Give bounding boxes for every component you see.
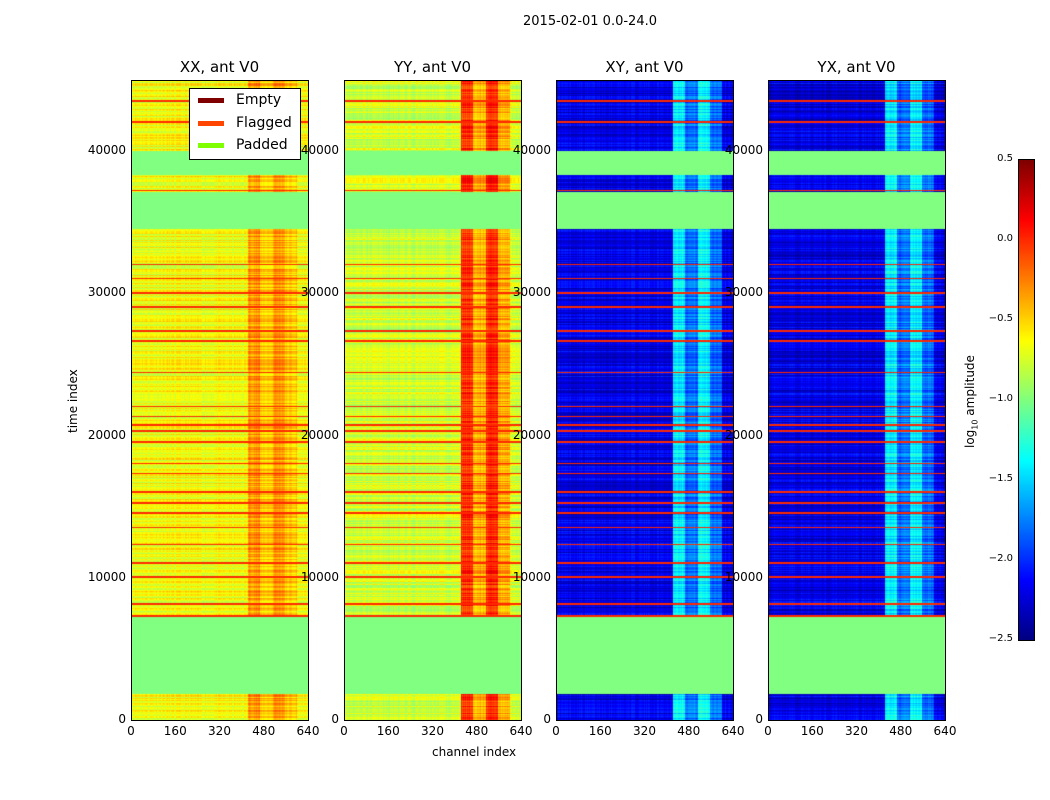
y-tick-label: 10000 bbox=[724, 569, 763, 584]
y-tick-label: 10000 bbox=[87, 569, 126, 584]
legend-swatch bbox=[198, 97, 224, 103]
y-tick-label: 40000 bbox=[300, 143, 339, 158]
panel-title: YX, ant V0 bbox=[817, 58, 896, 76]
y-tick-label: 30000 bbox=[87, 285, 126, 300]
x-tick-label: 0 bbox=[764, 724, 772, 738]
panel-title: XY, ant V0 bbox=[605, 58, 684, 76]
legend-swatch bbox=[198, 142, 224, 148]
x-tick-label: 640 bbox=[296, 724, 320, 738]
colorbar-label-rest: amplitude bbox=[963, 355, 977, 420]
x-tick-label: 480 bbox=[465, 724, 489, 738]
colorbar-label-main: log bbox=[963, 429, 977, 448]
panel-frame bbox=[768, 80, 946, 721]
colorbar-tick-label: −1.5 bbox=[988, 473, 1013, 484]
y-tick-label: 40000 bbox=[87, 143, 126, 158]
y-tick-label: 0 bbox=[755, 712, 763, 726]
colorbar-tick-label: 0.0 bbox=[997, 233, 1013, 244]
colorbar-label: log10 amplitude bbox=[963, 355, 979, 448]
x-tick-label: 480 bbox=[677, 724, 701, 738]
y-tick-label: 20000 bbox=[300, 427, 339, 442]
y-tick-label: 0 bbox=[118, 712, 126, 726]
x-axis-label: channel index bbox=[432, 745, 517, 759]
y-tick-label: 30000 bbox=[512, 285, 551, 300]
y-tick-label: 20000 bbox=[724, 427, 763, 442]
x-tick-label: 160 bbox=[376, 724, 400, 738]
colorbar-tick-label: −0.5 bbox=[988, 313, 1013, 324]
y-tick-label: 0 bbox=[543, 712, 551, 726]
y-tick-label: 30000 bbox=[724, 285, 763, 300]
legend-label: Flagged bbox=[236, 115, 292, 131]
legend-label: Padded bbox=[236, 137, 288, 153]
colorbar-frame bbox=[1018, 159, 1035, 641]
colorbar-tick-label: −2.0 bbox=[988, 553, 1013, 564]
panel-title: XX, ant V0 bbox=[179, 58, 260, 76]
x-tick-label: 640 bbox=[509, 724, 533, 738]
x-tick-label: 640 bbox=[721, 724, 745, 738]
x-tick-label: 160 bbox=[588, 724, 612, 738]
x-tick-label: 480 bbox=[889, 724, 913, 738]
x-tick-label: 320 bbox=[421, 724, 444, 738]
legend-item-padded: Padded bbox=[198, 137, 288, 153]
heatmap-0 bbox=[131, 80, 308, 720]
panel-frame bbox=[344, 80, 522, 721]
x-tick-label: 320 bbox=[208, 724, 231, 738]
panel-frame bbox=[556, 80, 734, 721]
legend-item-flagged: Flagged bbox=[198, 115, 292, 131]
x-tick-label: 160 bbox=[800, 724, 824, 738]
figure-title: 2015-02-01 0.0-24.0 bbox=[523, 14, 657, 29]
heatmap-1 bbox=[344, 80, 521, 720]
x-tick-label: 320 bbox=[845, 724, 868, 738]
y-tick-label: 30000 bbox=[300, 285, 339, 300]
y-tick-label: 20000 bbox=[512, 427, 551, 442]
legend-item-empty: Empty bbox=[198, 92, 281, 108]
y-tick-label: 10000 bbox=[512, 569, 551, 584]
panel-frame bbox=[131, 80, 309, 721]
y-tick-label: 40000 bbox=[512, 143, 551, 158]
colorbar-label-sub: 10 bbox=[970, 419, 980, 430]
panel-title: YY, ant V0 bbox=[393, 58, 471, 76]
heatmap-2 bbox=[556, 80, 733, 720]
colorbar-tick-label: −2.5 bbox=[988, 633, 1013, 644]
heatmap-3 bbox=[768, 80, 945, 720]
y-tick-label: 0 bbox=[331, 712, 339, 726]
legend-label: Empty bbox=[236, 92, 282, 108]
y-tick-label: 40000 bbox=[724, 143, 763, 158]
x-tick-label: 640 bbox=[933, 724, 957, 738]
y-tick-label: 20000 bbox=[87, 427, 126, 442]
colorbar-tick-label: 0.5 bbox=[997, 153, 1013, 164]
x-tick-label: 0 bbox=[127, 724, 135, 738]
legend-swatch bbox=[198, 120, 224, 126]
colorbar-tick-label: −1.0 bbox=[988, 393, 1013, 404]
x-tick-label: 480 bbox=[252, 724, 276, 738]
x-tick-label: 0 bbox=[340, 724, 348, 738]
colorbar bbox=[1019, 160, 1035, 640]
y-axis-label: time index bbox=[66, 369, 80, 433]
y-tick-label: 10000 bbox=[300, 569, 339, 584]
legend: Empty Flagged Padded bbox=[189, 88, 301, 160]
x-tick-label: 160 bbox=[163, 724, 187, 738]
x-tick-label: 0 bbox=[552, 724, 560, 738]
x-tick-label: 320 bbox=[633, 724, 656, 738]
